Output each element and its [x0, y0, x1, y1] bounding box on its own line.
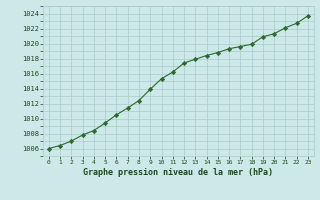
X-axis label: Graphe pression niveau de la mer (hPa): Graphe pression niveau de la mer (hPa)	[84, 168, 273, 177]
